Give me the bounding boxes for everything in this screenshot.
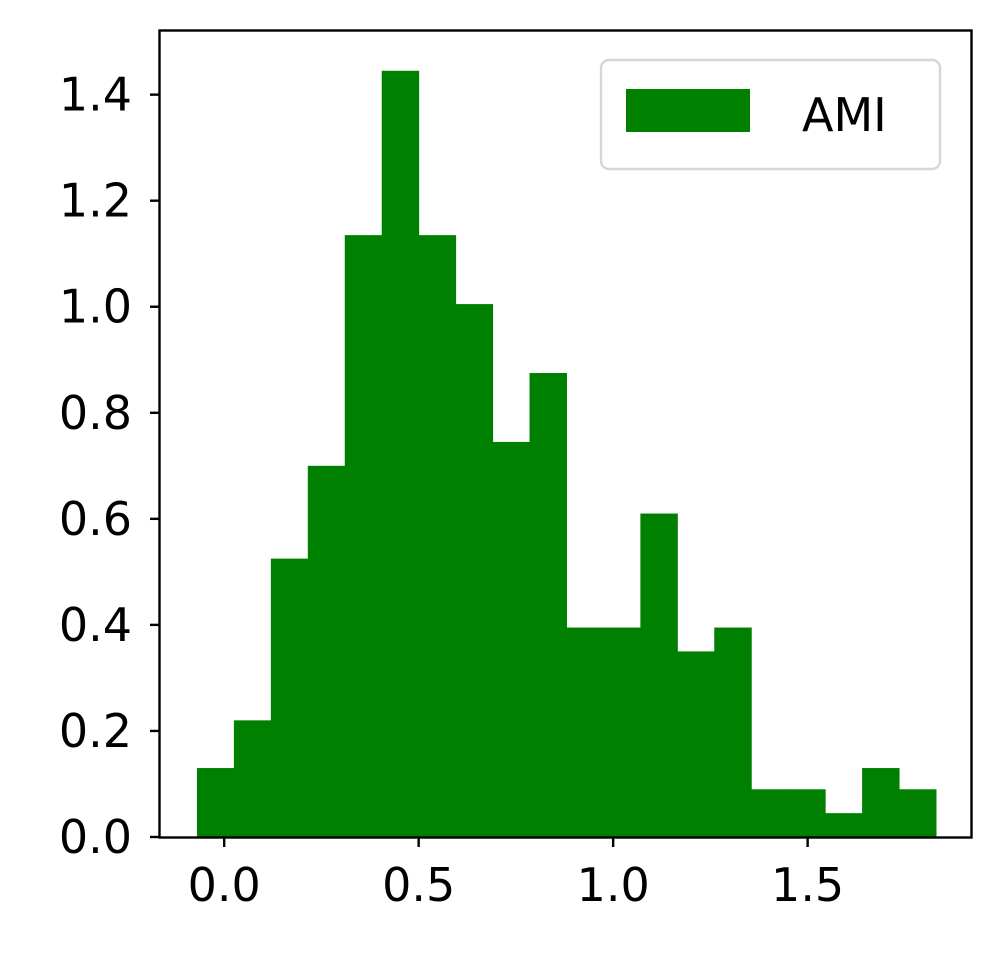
histogram-bar <box>714 627 752 837</box>
legend-label: AMI <box>802 88 887 142</box>
histogram-bar <box>307 465 346 837</box>
legend-swatch <box>626 89 750 132</box>
histogram-bar <box>566 627 604 837</box>
histogram-bar <box>344 235 383 838</box>
histogram-bar <box>492 441 531 837</box>
y-axis: 0.0 0.2 0.4 0.6 0.8 1.0 1.2 1.4 <box>59 68 160 864</box>
x-tick-label: 1.0 <box>577 858 650 912</box>
x-axis: 0.0 0.5 1.0 1.5 <box>188 837 844 912</box>
histogram-bar <box>418 235 457 838</box>
x-tick-label: 0.5 <box>382 858 455 912</box>
histogram-bar <box>381 70 420 838</box>
histogram-bar <box>751 789 789 837</box>
x-tick-label: 1.5 <box>771 858 844 912</box>
y-tick-label: 0.6 <box>59 492 132 546</box>
histogram-bar <box>640 513 678 837</box>
y-tick-label: 0.4 <box>59 598 132 652</box>
histogram-bar <box>677 651 715 837</box>
histogram-bar <box>825 813 863 837</box>
histogram-bar <box>788 789 826 837</box>
y-tick-label: 0.0 <box>59 810 132 864</box>
bars-group <box>196 70 937 838</box>
y-tick-label: 1.2 <box>59 174 132 228</box>
histogram-bar <box>233 720 272 837</box>
histogram-bar <box>196 768 235 837</box>
histogram-bar <box>862 768 900 837</box>
legend-box <box>599 58 942 171</box>
legend: AMI <box>599 58 942 171</box>
y-tick-label: 1.0 <box>59 280 132 334</box>
y-tick-label: 1.4 <box>59 68 132 122</box>
histogram-bar <box>603 627 641 837</box>
histogram-bar <box>270 558 309 837</box>
y-tick-label: 0.8 <box>59 386 132 440</box>
y-tick-label: 0.2 <box>59 704 132 758</box>
histogram-bar <box>529 373 567 837</box>
histogram-bar <box>455 304 494 837</box>
axes-frame <box>158 29 973 839</box>
histogram-bar <box>899 789 937 837</box>
x-tick-label: 0.0 <box>188 858 261 912</box>
